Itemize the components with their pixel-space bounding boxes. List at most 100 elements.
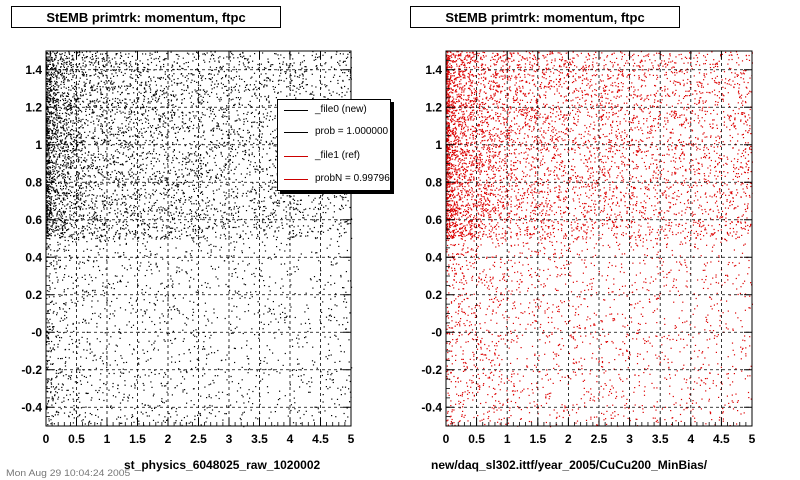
scatter-point [63, 66, 65, 68]
scatter-point [143, 234, 145, 236]
scatter-point [211, 120, 213, 122]
scatter-point [99, 159, 101, 161]
scatter-point [48, 81, 50, 83]
scatter-point [54, 108, 57, 110]
scatter-point [68, 51, 70, 53]
scatter-point [119, 93, 121, 96]
scatter-point [153, 118, 155, 120]
scatter-point [95, 197, 97, 199]
scatter-point [146, 106, 148, 108]
scatter-point [57, 163, 59, 165]
scatter-point [63, 176, 65, 178]
scatter-point [257, 127, 259, 129]
scatter-point [187, 66, 189, 68]
scatter-point [193, 190, 195, 192]
scatter-point [124, 184, 126, 186]
scatter-point [82, 101, 85, 103]
scatter-point [62, 98, 64, 100]
scatter-point [58, 203, 60, 205]
scatter-point [61, 232, 63, 234]
scatter-point [171, 184, 173, 186]
scatter-point [118, 198, 120, 200]
scatter-point [254, 212, 256, 214]
scatter-point [100, 97, 102, 99]
scatter-point [87, 195, 89, 197]
scatter-point [247, 129, 249, 131]
scatter-point [305, 78, 307, 80]
scatter-point [125, 235, 127, 237]
scatter-point [236, 119, 238, 121]
scatter-point [167, 103, 169, 105]
scatter-point [198, 131, 200, 133]
scatter-point [52, 123, 54, 126]
scatter-point [188, 111, 190, 114]
scatter-point [48, 221, 50, 223]
scatter-point [185, 199, 187, 201]
scatter-point [295, 72, 297, 74]
scatter-point [75, 212, 77, 214]
scatter-point [222, 65, 224, 67]
scatter-point [258, 135, 260, 137]
scatter-point [170, 227, 172, 229]
scatter-point [249, 104, 251, 107]
scatter-point [71, 59, 73, 61]
scatter-point [145, 109, 147, 111]
scatter-point [176, 84, 178, 86]
scatter-point [46, 94, 48, 96]
scatter-point [189, 125, 191, 128]
scatter-point [192, 111, 194, 113]
scatter-point [106, 101, 108, 103]
scatter-point [56, 119, 58, 121]
scatter-point [116, 199, 118, 202]
scatter-point [226, 116, 228, 118]
scatter-point [125, 125, 127, 127]
scatter-point [213, 58, 215, 60]
scatter-point [230, 70, 232, 72]
scatter-point [280, 72, 282, 74]
scatter-point [327, 197, 329, 199]
scatter-point [133, 126, 135, 128]
scatter-point [100, 153, 102, 155]
scatter-point [64, 98, 66, 100]
scatter-point [132, 122, 135, 124]
scatter-point [59, 135, 61, 137]
scatter-point [221, 77, 224, 79]
scatter-point [80, 157, 82, 159]
scatter-point [347, 53, 349, 55]
scatter-point [121, 177, 123, 180]
scatter-point [74, 154, 76, 156]
scatter-point [313, 208, 315, 210]
scatter-point [137, 98, 140, 100]
scatter-point [213, 118, 215, 120]
scatter-point [77, 107, 79, 109]
scatter-point [87, 214, 89, 216]
scatter-point [188, 161, 190, 163]
scatter-point [55, 153, 57, 155]
scatter-point [188, 185, 190, 187]
scatter-point [204, 138, 206, 140]
scatter-point [60, 83, 62, 86]
scatter-point [122, 152, 125, 154]
scatter-point [265, 140, 267, 143]
scatter-point [295, 213, 297, 215]
scatter-point [51, 60, 53, 62]
scatter-point [318, 203, 320, 205]
scatter-point [351, 237, 353, 239]
scatter-point [49, 211, 51, 213]
scatter-point [53, 172, 55, 174]
scatter-point [118, 134, 120, 136]
scatter-point [46, 161, 48, 163]
scatter-point [129, 76, 131, 78]
scatter-point [100, 234, 102, 236]
scatter-point [72, 165, 74, 167]
scatter-point [106, 59, 108, 62]
scatter-point [232, 217, 234, 219]
scatter-point [179, 82, 181, 84]
scatter-point [321, 230, 323, 232]
scatter-point [162, 113, 164, 115]
scatter-point [232, 54, 234, 56]
scatter-point [347, 56, 349, 58]
scatter-point [236, 188, 239, 190]
scatter-point [171, 70, 173, 72]
scatter-point [173, 213, 175, 215]
